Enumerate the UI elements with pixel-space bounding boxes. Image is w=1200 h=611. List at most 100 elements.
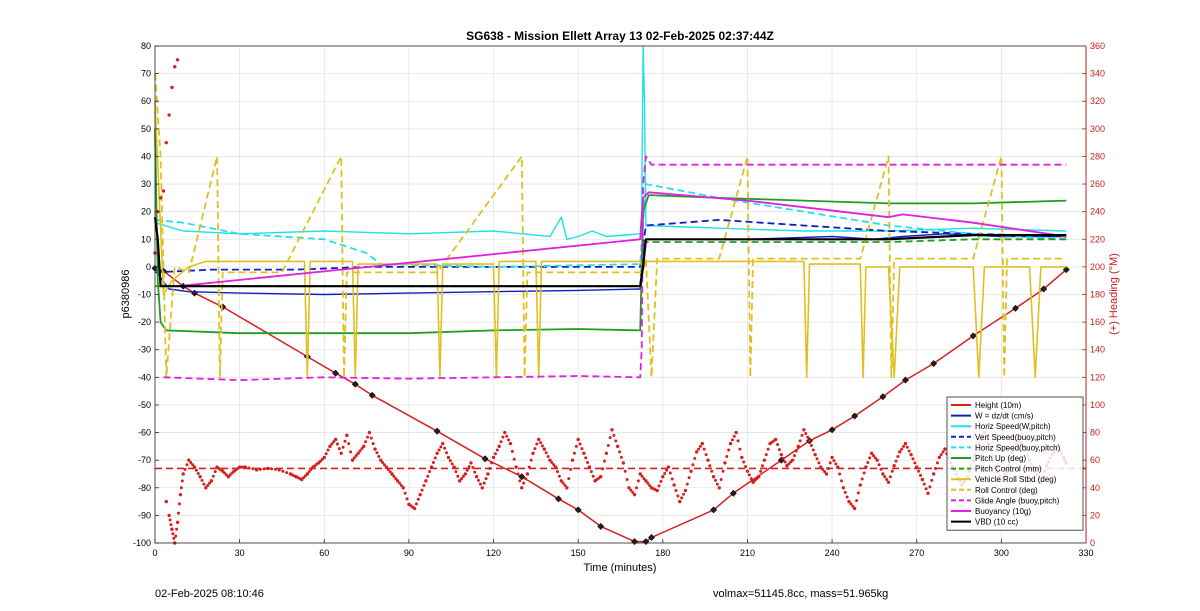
height-marker [368, 391, 376, 399]
heading-point [471, 466, 475, 470]
heading-point [668, 471, 672, 475]
series-line-4 [154, 183, 1067, 268]
heading-point [764, 453, 768, 457]
heading-point [392, 474, 396, 478]
heading-point [382, 463, 386, 467]
heading-point [886, 480, 891, 484]
heading-point [909, 452, 913, 457]
heading-point [742, 460, 746, 464]
heading-point [648, 483, 652, 487]
heading-point [388, 470, 392, 474]
heading-point [866, 460, 870, 464]
heading-point [759, 469, 763, 473]
heading-point [603, 459, 607, 463]
heading-point [903, 441, 908, 446]
heading-point [928, 485, 932, 489]
heading-point [881, 472, 885, 476]
heading-point [198, 475, 202, 479]
heading-point [555, 470, 559, 474]
heading-point [738, 447, 742, 451]
heading-point [350, 458, 355, 462]
height-marker [518, 473, 526, 481]
heading-point [781, 456, 785, 460]
heading-point [636, 479, 640, 483]
heading-point [411, 505, 415, 509]
heading-point [888, 475, 892, 479]
heading-point [838, 472, 842, 476]
heading-point [161, 189, 166, 193]
heading-point [728, 441, 733, 446]
heading-point [934, 466, 938, 470]
heading-point [627, 486, 631, 490]
heading-point [918, 473, 922, 477]
heading-point [196, 472, 200, 476]
heading-point [580, 447, 584, 451]
footer-volmax: volmax=51145.8cc, mass=51.965kg [713, 588, 889, 600]
heading-point [794, 449, 798, 453]
heading-point [937, 455, 941, 460]
heading-point [860, 477, 864, 481]
heading-point [659, 479, 663, 483]
y-tick-label: 30 [141, 179, 151, 189]
height-marker [648, 534, 655, 541]
y-tick-label: -10 [138, 290, 151, 300]
heading-point [894, 459, 898, 463]
heading-point [597, 476, 601, 480]
heading-point [223, 471, 227, 475]
heading-point [324, 452, 328, 456]
heading-point [898, 450, 902, 454]
heading-point [584, 456, 588, 460]
y-tick-label: -100 [133, 538, 151, 548]
heading-point [315, 462, 319, 466]
heading-point [789, 460, 793, 464]
heading-point [180, 479, 184, 483]
heading-point [169, 523, 173, 527]
heading-point [395, 479, 400, 483]
y2-tick-label: 40 [1090, 483, 1100, 493]
heading-point [373, 447, 377, 451]
x-tick-label: 330 [1078, 548, 1093, 558]
heading-point [484, 477, 488, 481]
heading-point [524, 477, 528, 481]
heading-point [935, 461, 939, 465]
height-marker [902, 376, 909, 384]
y-tick-label: -70 [138, 455, 151, 465]
heading-point [879, 467, 883, 471]
heading-point [209, 479, 214, 483]
series-line-9 [163, 155, 1067, 382]
heading-point [369, 436, 373, 440]
y-tick-label: -50 [138, 400, 151, 410]
heading-point [634, 486, 638, 490]
heading-point [704, 453, 708, 457]
heading-point [167, 513, 171, 518]
heading-point [420, 488, 424, 492]
y2-tick-label: 320 [1090, 96, 1105, 106]
heading-point [926, 491, 930, 495]
heading-point [657, 484, 661, 488]
heading-point [281, 469, 285, 473]
heading-point [674, 489, 678, 493]
heading-point [224, 473, 228, 477]
heading-point [219, 468, 223, 472]
heading-point [435, 451, 439, 455]
heading-point [307, 470, 311, 474]
heading-point [164, 499, 168, 504]
x-tick-label: 240 [825, 548, 840, 558]
heading-point [285, 471, 289, 475]
height-marker [930, 360, 938, 367]
heading-point [761, 464, 765, 468]
heading-point [632, 492, 637, 497]
heading-point [230, 471, 234, 475]
heading-point [697, 447, 701, 451]
heading-point [183, 467, 187, 471]
height-marker [1012, 304, 1019, 312]
heading-point [747, 473, 751, 477]
heading-point [518, 479, 522, 483]
x-tick-label: 180 [655, 548, 670, 558]
heading-point [499, 440, 503, 444]
heading-point [390, 472, 394, 476]
heading-point [587, 465, 592, 469]
y2-tick-label: 280 [1090, 151, 1105, 161]
legend-label: Vert Speed(buoy,pitch) [975, 433, 1056, 442]
